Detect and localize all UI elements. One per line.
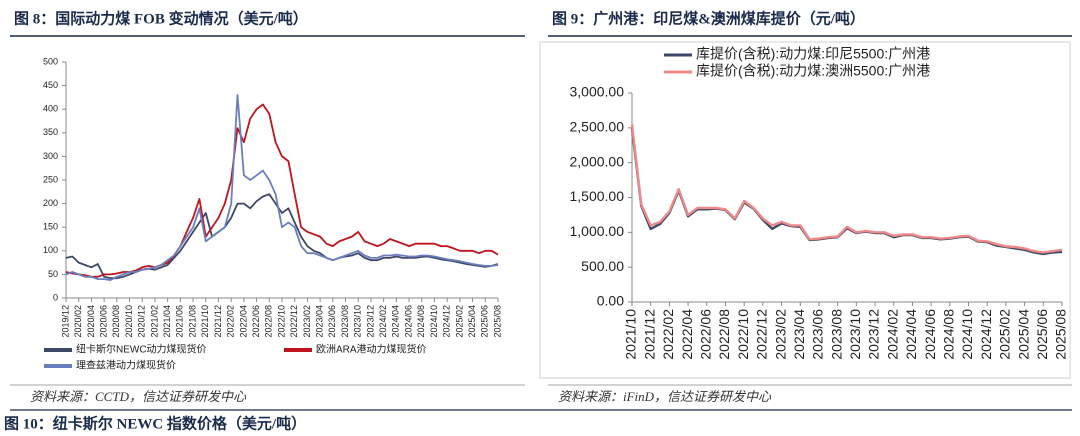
x-tick-label: 2024/12 [978,309,994,360]
x-tick-label: 2025/06 [1034,309,1050,360]
x-tick-label: 2022/12 [289,305,299,338]
x-tick-label: 2023/12 [365,305,375,338]
x-tick-label: 2025/02 [997,309,1013,360]
y-tick-label: 400 [43,104,58,114]
x-tick-label: 2024/06 [922,309,938,360]
y-tick-label: 3,000.00 [570,84,625,100]
legend-label: 欧洲ARA港动力煤现货价 [316,343,427,356]
x-tick-label: 2022/12 [754,309,770,360]
y-tick-label: 300 [43,151,58,161]
y-tick-label: 1,000.00 [570,223,625,239]
series-line [65,94,499,281]
y-tick-label: 0.00 [597,293,624,309]
source-note: 资料来源：CCTD，信达证券研发中心 [30,389,247,404]
x-tick-label: 2020/12 [137,305,147,338]
x-tick-label: 2019/12 [60,305,70,338]
y-tick-label: 50 [48,269,58,279]
figure-caption: 图 8：国际动力煤 FOB 变动情况（美元/吨） [14,9,308,27]
x-tick-label: 2023/12 [866,309,882,360]
y-tick-label: 250 [43,174,58,184]
x-tick-label: 2022/02 [226,305,236,338]
x-tick-label: 2024/10 [429,305,439,338]
y-tick-label: 150 [43,222,58,232]
x-tick-label: 2022/08 [716,309,732,360]
x-tick-label: 2024/06 [403,305,413,338]
x-tick-label: 2023/02 [772,309,788,360]
legend-label: 理查兹港动力煤现货价 [76,359,176,372]
x-tick-label: 2025/02 [454,305,464,338]
y-tick-label: 100 [43,245,58,255]
x-tick-label: 2025/06 [480,305,490,338]
x-tick-label: 2022/04 [238,305,248,338]
x-tick-label: 2020/04 [86,305,96,338]
x-tick-label: 2022/08 [264,305,274,338]
x-tick-label: 2023/06 [327,305,337,338]
figure-caption: 图 9：广州港：印尼煤&澳洲煤库提价（元/吨） [552,9,865,27]
legend-label: 库提价(含税):动力煤:澳洲5500:广州港 [696,63,930,79]
x-tick-label: 2022/02 [660,309,676,360]
y-tick-label: 500.00 [581,258,624,274]
x-tick-label: 2023/02 [302,305,312,338]
x-tick-label: 2024/12 [442,305,452,338]
y-tick-label: 1,500.00 [570,188,625,204]
x-tick-label: 2025/08 [492,305,502,338]
y-tick-label: 500 [43,56,58,66]
legend-label: 纽卡斯尔NEWC动力煤现货价 [76,343,207,356]
x-tick-label: 2024/08 [416,305,426,338]
y-tick-label: 2,500.00 [570,119,625,135]
x-tick-label: 2023/10 [847,309,863,360]
series-line [630,127,1063,256]
x-tick-label: 2020/02 [73,305,83,338]
x-tick-label: 2022/06 [697,309,713,360]
x-tick-label: 2024/02 [884,309,900,360]
source-note: 资料来源：iFinD，信达证券研发中心 [558,389,772,404]
x-tick-label: 2023/08 [828,309,844,360]
x-tick-label: 2023/08 [340,305,350,338]
x-tick-label: 2025/08 [1053,309,1069,360]
series-line [630,124,1063,254]
x-tick-label: 2021/06 [175,305,185,338]
x-tick-label: 2025/04 [1015,309,1031,360]
x-tick-label: 2024/08 [941,309,957,360]
legend-label: 库提价(含税):动力煤:印尼5500:广州港 [696,46,930,62]
y-tick-label: 350 [43,127,58,137]
x-tick-label: 2021/02 [149,305,159,338]
x-tick-label: 2021/10 [200,305,210,338]
x-tick-label: 2022/10 [276,305,286,338]
x-tick-label: 2024/10 [959,309,975,360]
x-tick-label: 2023/04 [314,305,324,338]
x-tick-label: 2022/10 [735,309,751,360]
x-tick-label: 2021/08 [187,305,197,338]
x-tick-label: 2023/06 [810,309,826,360]
y-tick-label: 200 [43,198,58,208]
x-tick-label: 2024/04 [391,305,401,338]
series-line [65,193,499,280]
x-tick-label: 2023/10 [353,305,363,338]
x-tick-label: 2021/04 [162,305,172,338]
x-tick-label: 2020/08 [111,305,121,338]
x-tick-label: 2024/04 [903,309,919,360]
x-tick-label: 2021/12 [641,309,657,360]
x-tick-label: 2025/04 [467,305,477,338]
x-tick-label: 2023/04 [791,309,807,360]
x-tick-label: 2021/12 [213,305,223,338]
y-tick-label: 2,000.00 [570,153,625,169]
y-tick-label: 0 [53,292,58,302]
x-tick-label: 2020/06 [98,305,108,338]
x-tick-label: 2024/02 [378,305,388,338]
figure-caption: 图 10：纽卡斯尔 NEWC 指数价格（美元/吨） [4,414,306,432]
x-tick-label: 2020/10 [124,305,134,338]
x-tick-label: 2022/06 [251,305,261,338]
x-tick-label: 2022/04 [679,309,695,360]
y-tick-label: 450 [43,80,58,90]
x-tick-label: 2021/10 [623,309,639,360]
series-line [65,103,499,278]
chart-frame [539,41,1071,379]
